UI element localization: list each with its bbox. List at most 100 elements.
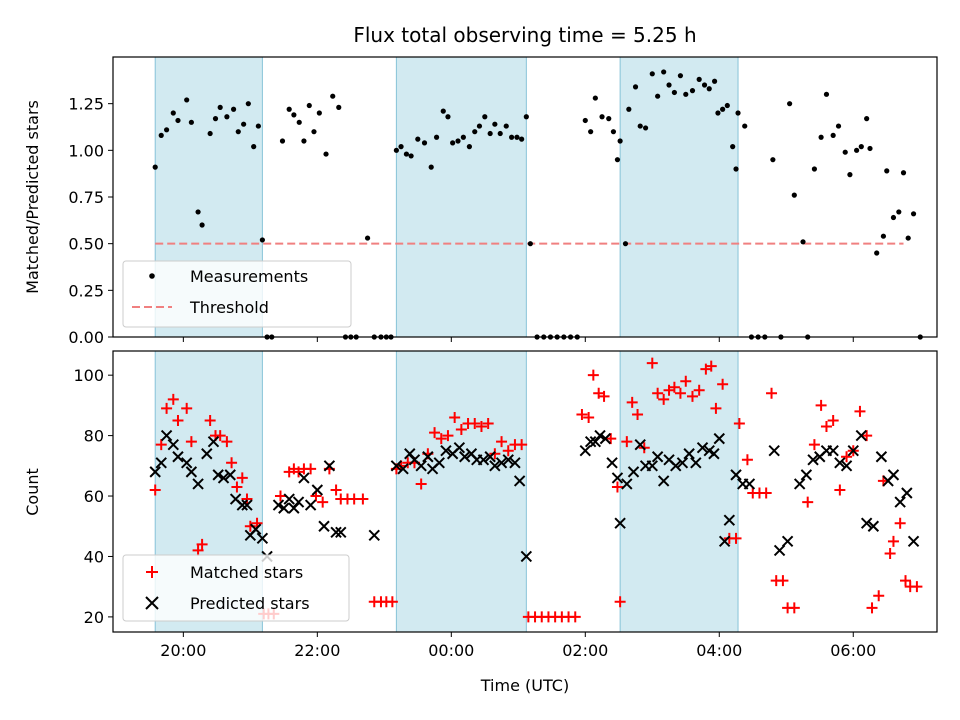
measurement-point-15 [241,121,247,127]
matched-star-point-120 [894,517,906,529]
measurement-point-12 [224,114,230,120]
predicted-star-point-80 [723,514,736,526]
top-y-tick-label-4: 1.00 [68,141,104,160]
measurement-point-102 [730,144,736,150]
measurement-point-79 [610,129,617,135]
predicted-star-point-94 [840,460,853,472]
measurement-point-63 [514,134,520,140]
measurement-point-87 [649,71,655,77]
predicted-star-point-59 [599,432,612,445]
x-tick-label-5: 06:00 [830,641,876,660]
matched-star-point-22 [274,490,286,502]
matched-star-point-68 [576,408,588,420]
measurement-point-23 [286,106,292,112]
predicted-star-point-6 [185,466,198,478]
predicted-star-point-67 [646,460,658,472]
predicted-star-point-44 [458,451,471,463]
matched-star-point-56 [496,436,508,448]
legend-matched-marker [146,566,158,578]
measurement-point-94 [689,88,696,94]
predicted-star-point-18 [256,532,269,545]
measurement-point-30 [323,151,329,157]
matched-star-point-115 [866,602,878,614]
matched-star-point-105 [802,496,814,508]
measurement-point-116 [818,134,824,140]
measurement-point-43 [403,151,410,157]
measurement-point-76 [592,95,598,101]
predicted-star-point-38 [422,451,434,463]
matched-star-point-92 [717,378,729,390]
legend-bottom: Matched stars Predicted stars [122,554,350,622]
measurement-point-10 [212,116,219,122]
predicted-star-point-71 [670,460,682,472]
matched-star-point-123 [911,581,923,593]
predicted-star-point-29 [323,460,336,472]
measurement-point-95 [696,76,702,82]
measurement-point-22 [279,138,286,144]
predicted-star-point-101 [887,469,900,481]
matched-star-point-16 [241,493,253,505]
predicted-star-point-65 [634,438,646,451]
predicted-star-point-87 [793,478,806,490]
matched-star-point-59 [516,439,528,451]
measurement-point-121 [847,172,853,178]
predicted-star-point-85 [773,544,786,557]
legend-predicted-label: Predicted stars [190,594,310,613]
predicted-star-point-81 [730,469,742,481]
matched-star-point-109 [827,414,839,426]
matched-star-point-82 [658,393,670,405]
predicted-star-point-83 [743,478,756,490]
predicted-star-point-104 [907,535,920,548]
measurement-point-80 [614,157,621,163]
predicted-star-point-93 [834,457,846,469]
matched-star-point-27 [305,463,317,475]
predicted-star-point-75 [696,441,709,454]
legend-top-frame [122,260,352,328]
matched-star-point-73 [605,433,617,445]
x-tick-label-0: 20:00 [160,641,206,660]
matched-star-point-6 [185,436,197,448]
predicted-star-point-9 [207,435,220,448]
top-y-tick-label-1: 0.25 [68,281,104,300]
matched-star-point-70 [587,369,599,381]
predicted-star-point-28 [318,520,330,532]
measurement-point-123 [858,144,864,150]
measurement-point-101 [724,102,730,109]
predicted-star-point-10 [212,469,224,481]
matched-star-point-107 [815,399,827,411]
predicted-star-point-58 [594,429,606,442]
matched-star-point-75 [614,596,626,608]
measurement-point-18 [255,123,261,129]
measurement-point-109 [770,157,776,163]
measurement-point-78 [606,116,612,122]
matched-star-point-0 [149,484,161,496]
measurement-point-128 [884,168,890,174]
matched-star-point-87 [686,390,698,402]
measurement-point-13 [230,106,237,112]
predicted-star-point-52 [509,457,521,469]
measurement-point-62 [509,134,515,140]
measurement-point-85 [637,123,643,129]
predicted-star-point-69 [657,475,670,487]
measurement-point-75 [588,129,594,135]
predicted-star-point-51 [502,454,514,466]
matched-star-point-44 [415,478,427,490]
measurement-point-93 [683,91,689,97]
predicted-star-point-0 [149,466,161,478]
matched-star-point-76 [621,436,633,448]
measurement-point-28 [311,129,317,135]
measurement-point-127 [880,233,887,239]
bottom-axes-frame [112,350,938,633]
matched-star-point-1 [155,439,167,451]
predicted-star-point-61 [611,472,624,484]
measurement-point-44 [408,153,414,159]
bottom-y-tick-label-4: 100 [73,366,104,385]
legend-threshold-label: Threshold [189,298,269,317]
measurement-point-55 [472,129,478,135]
predicted-star-point-14 [236,499,249,511]
legend-top: Measurements Threshold [122,260,352,328]
predicted-star-point-86 [781,535,794,548]
predicted-star-point-24 [292,496,305,508]
predicted-star-point-17 [249,523,262,535]
predicted-star-point-49 [489,460,501,472]
